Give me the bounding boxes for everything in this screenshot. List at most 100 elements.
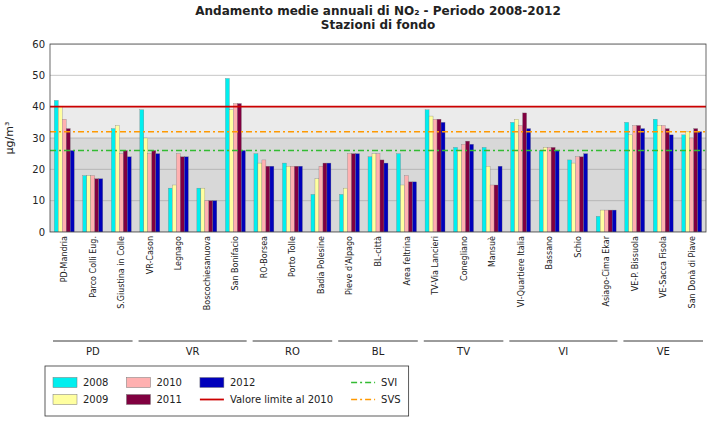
band xyxy=(50,44,706,107)
y-tick-label: 30 xyxy=(32,133,45,144)
group-label: TV xyxy=(456,346,470,357)
bar xyxy=(368,157,372,232)
bar xyxy=(698,132,702,232)
x-tick-label: RO-Borsea xyxy=(260,236,269,278)
bar xyxy=(315,179,319,232)
bar xyxy=(584,154,588,232)
group-separator xyxy=(53,341,133,342)
plot-frame xyxy=(50,44,706,232)
bar xyxy=(669,135,673,232)
group-label: PD xyxy=(86,346,100,357)
y-tick-label: 10 xyxy=(32,195,45,206)
legend-swatch xyxy=(351,382,375,383)
x-tick-label: S.Giustina in Colle xyxy=(117,236,126,309)
bar xyxy=(437,119,441,232)
legend-label: 2011 xyxy=(156,394,181,405)
bar xyxy=(95,179,99,232)
bar xyxy=(384,163,388,232)
bar xyxy=(123,151,127,232)
bar xyxy=(409,182,413,232)
grid-line xyxy=(50,106,706,107)
legend-frame xyxy=(45,366,409,416)
x-tick-label: Area feltrina xyxy=(403,236,412,286)
bar xyxy=(58,107,62,232)
bar xyxy=(690,138,694,232)
group-separator xyxy=(139,341,247,342)
bar xyxy=(568,160,572,232)
bar xyxy=(401,185,405,232)
bar xyxy=(213,201,217,232)
bar xyxy=(413,182,417,232)
x-tick-label: TV-Via Lancieri xyxy=(431,236,440,296)
group-label: VR xyxy=(186,346,200,357)
legend-label: 2012 xyxy=(230,377,255,388)
bar xyxy=(612,210,616,232)
bar xyxy=(91,176,95,232)
bar xyxy=(580,157,584,232)
bar xyxy=(482,147,486,232)
bar xyxy=(70,151,74,232)
x-tick-label: Pieve d'Alpago xyxy=(345,236,354,295)
legend-swatch xyxy=(200,399,224,401)
group-separator xyxy=(623,341,703,342)
bar xyxy=(600,210,604,232)
x-tick-label: Schio xyxy=(574,236,583,258)
bar xyxy=(119,154,123,232)
bar xyxy=(494,185,498,232)
bar xyxy=(282,163,286,232)
bar xyxy=(323,163,327,232)
legend-label: SVI xyxy=(381,377,397,388)
bar xyxy=(111,129,115,232)
bar xyxy=(523,113,527,232)
x-tick-label: VE-Sacca Fisola xyxy=(659,236,668,298)
bar xyxy=(290,166,294,232)
bar xyxy=(539,151,543,232)
bar xyxy=(441,122,445,232)
x-tick-label: BL-città xyxy=(374,236,383,267)
bar xyxy=(172,185,176,232)
legend-swatch xyxy=(53,395,77,405)
group-label: VE xyxy=(657,346,670,357)
group-separator xyxy=(509,341,617,342)
group-separator xyxy=(338,341,418,342)
bar xyxy=(233,104,237,232)
bar xyxy=(327,163,331,232)
bar xyxy=(66,129,70,232)
bar xyxy=(625,122,629,232)
bar xyxy=(197,188,201,232)
x-tick-label: Porto Tolle xyxy=(288,236,297,277)
bar xyxy=(62,119,66,232)
band xyxy=(50,107,706,138)
x-tick-label: VE-P. Bissuola xyxy=(631,236,640,291)
bar xyxy=(661,125,665,232)
bar xyxy=(144,138,148,232)
bar xyxy=(355,154,359,232)
bar xyxy=(397,154,401,232)
legend-swatch xyxy=(126,395,150,405)
bar xyxy=(576,157,580,232)
bar xyxy=(152,151,156,232)
bar xyxy=(551,147,555,232)
x-tick-label: San Bonifacio xyxy=(231,236,240,291)
reference-line xyxy=(50,131,706,132)
group-label: VI xyxy=(558,346,568,357)
bar xyxy=(266,166,270,232)
bar xyxy=(657,125,661,232)
y-axis-label: μg/m³ xyxy=(3,122,16,155)
bar xyxy=(376,154,380,232)
bar xyxy=(380,160,384,232)
bar xyxy=(470,144,474,232)
bar xyxy=(454,147,458,232)
reference-line xyxy=(50,150,706,151)
bar xyxy=(641,129,645,232)
legend-swatch xyxy=(53,378,77,388)
bar xyxy=(515,119,519,232)
x-tick-label: Parco Colli Eug. xyxy=(89,236,98,298)
bar xyxy=(372,154,376,232)
bar xyxy=(99,179,103,232)
x-tick-label: VR-Cason xyxy=(146,236,155,274)
bar xyxy=(347,154,351,232)
x-tick-label: Bassano xyxy=(545,236,554,270)
bar xyxy=(209,201,213,232)
bar xyxy=(694,129,698,232)
